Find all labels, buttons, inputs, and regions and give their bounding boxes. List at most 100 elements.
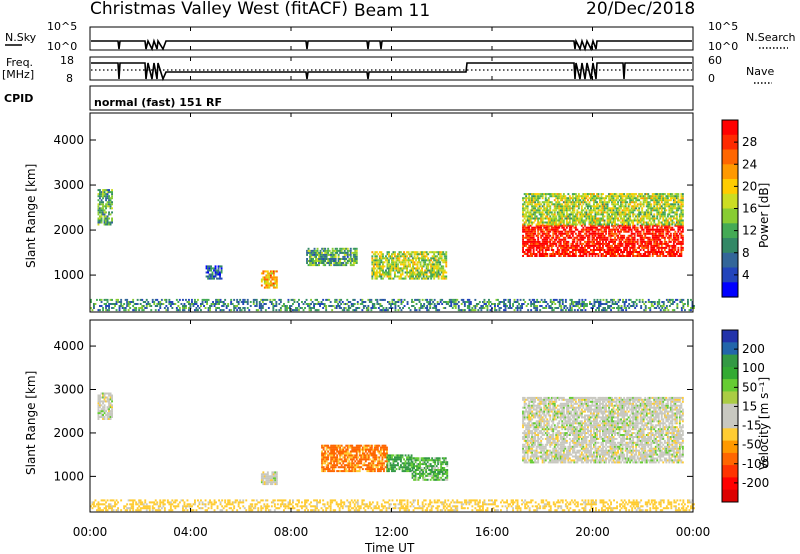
power-cell bbox=[588, 193, 591, 196]
power-cell bbox=[309, 264, 311, 267]
power-cell bbox=[588, 203, 591, 206]
power-cell bbox=[260, 278, 263, 281]
power-cell bbox=[425, 253, 428, 256]
power-cell bbox=[394, 265, 396, 268]
power-cell bbox=[626, 251, 629, 253]
vel-cell bbox=[102, 410, 104, 413]
power-cell bbox=[605, 211, 607, 214]
power-cell bbox=[660, 205, 663, 208]
power-cell bbox=[275, 284, 278, 287]
power-cell bbox=[139, 307, 142, 309]
power-cell bbox=[150, 309, 153, 312]
power-cell bbox=[230, 298, 233, 301]
power-cell bbox=[563, 307, 566, 309]
power-cell bbox=[579, 201, 582, 204]
power-cell bbox=[653, 253, 656, 255]
power-cell bbox=[538, 226, 541, 229]
power-cell bbox=[662, 255, 665, 257]
vel-cell bbox=[324, 462, 327, 465]
power-cell bbox=[556, 201, 559, 204]
power-cell bbox=[559, 195, 562, 198]
power-cell bbox=[142, 301, 145, 303]
power-cell bbox=[552, 251, 555, 253]
power-cell bbox=[611, 251, 613, 253]
power-cell bbox=[398, 255, 401, 258]
power-cell bbox=[593, 193, 595, 196]
power-cell bbox=[525, 213, 528, 216]
power-cell bbox=[576, 197, 579, 200]
power-cell bbox=[627, 228, 630, 231]
power-cell bbox=[643, 309, 646, 312]
power-cell bbox=[528, 236, 531, 239]
power-cell bbox=[99, 221, 101, 224]
power-cell bbox=[109, 213, 112, 216]
power-cell bbox=[578, 298, 581, 301]
power-cell bbox=[538, 195, 541, 198]
power-cell bbox=[660, 240, 663, 243]
power-cell bbox=[599, 246, 601, 249]
power-cell bbox=[681, 209, 684, 212]
vel-cell bbox=[103, 392, 106, 395]
power-cell bbox=[571, 232, 574, 235]
power-cell bbox=[523, 230, 526, 233]
power-cell bbox=[593, 238, 595, 241]
power-cell bbox=[660, 244, 663, 247]
power-cell bbox=[422, 271, 425, 274]
power-cell bbox=[630, 209, 633, 212]
power-cell bbox=[528, 234, 531, 237]
power-cell bbox=[209, 307, 211, 309]
power-cell bbox=[584, 195, 586, 198]
power-cell bbox=[90, 298, 92, 301]
power-cell bbox=[567, 240, 570, 243]
power-cell bbox=[656, 197, 659, 200]
power-cell bbox=[587, 193, 589, 196]
power-cell bbox=[674, 211, 677, 214]
power-cell bbox=[553, 203, 556, 206]
power-cell bbox=[395, 257, 398, 260]
power-cell bbox=[552, 213, 555, 216]
power-cell bbox=[544, 249, 547, 251]
power-cell bbox=[485, 305, 487, 307]
power-cell bbox=[222, 301, 225, 303]
power-cell bbox=[594, 215, 597, 218]
power-cell bbox=[639, 240, 642, 243]
power-cell bbox=[348, 253, 351, 256]
power-cell bbox=[596, 195, 598, 198]
power-cell bbox=[343, 247, 346, 250]
power-cell bbox=[599, 298, 602, 301]
power-cell bbox=[587, 215, 589, 218]
power-cell bbox=[409, 273, 411, 276]
power-cell bbox=[626, 238, 629, 241]
power-cell bbox=[678, 207, 681, 210]
power-cell bbox=[385, 269, 387, 272]
power-cell bbox=[636, 242, 639, 245]
power-cell bbox=[582, 203, 585, 206]
power-cell bbox=[559, 221, 562, 224]
power-cell bbox=[601, 309, 603, 312]
power-cell bbox=[123, 307, 126, 309]
power-cell bbox=[215, 307, 217, 309]
power-cell bbox=[611, 201, 613, 204]
power-cell bbox=[556, 195, 559, 198]
power-cell bbox=[391, 263, 393, 266]
power-cell bbox=[659, 234, 662, 237]
power-cell bbox=[668, 255, 671, 257]
power-cell bbox=[684, 303, 686, 305]
power-cell bbox=[336, 247, 339, 250]
power-cell bbox=[600, 234, 603, 237]
freq-bottom-tick: 8 bbox=[66, 72, 73, 85]
power-cell bbox=[269, 301, 272, 303]
power-cell bbox=[612, 255, 615, 257]
power-cell bbox=[319, 249, 322, 252]
power-cell bbox=[541, 219, 544, 222]
power-cell bbox=[334, 258, 337, 260]
nsky-label: N.Sky bbox=[5, 31, 37, 44]
power-cell bbox=[111, 307, 113, 309]
power-cell bbox=[603, 242, 606, 245]
power-cell bbox=[529, 246, 532, 249]
power-cell bbox=[603, 201, 606, 204]
power-cell bbox=[657, 246, 660, 249]
power-cell bbox=[644, 226, 647, 229]
power-cell bbox=[278, 298, 281, 301]
vel-cell bbox=[260, 481, 263, 484]
